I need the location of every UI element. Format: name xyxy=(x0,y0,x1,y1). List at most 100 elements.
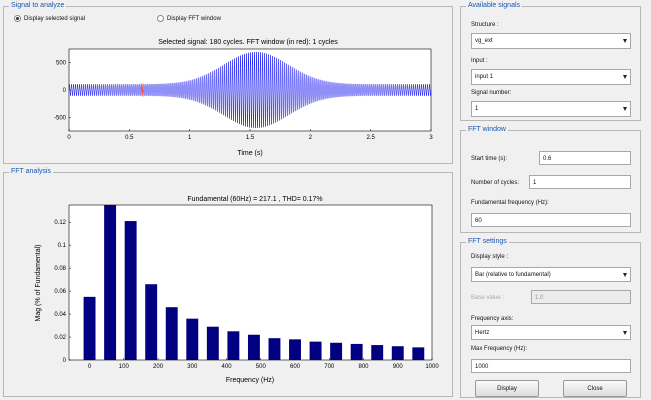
signal-x-tick-label: 1.5 xyxy=(246,135,255,141)
fft-window-title: FFT window xyxy=(466,126,508,134)
fft-chart: Fundamental (60Hz) = 217.1 , THD= 0.17% … xyxy=(35,196,439,384)
fft-bar xyxy=(350,343,363,360)
fft-bar xyxy=(124,221,137,360)
signal-trace xyxy=(68,51,432,129)
display-style-label: Display style : xyxy=(471,254,509,260)
structure-select[interactable]: vg_ext xyxy=(471,33,631,49)
fft-y-tick-label: 0 xyxy=(63,358,67,364)
frequency-axis-select[interactable]: Hertz xyxy=(471,325,631,340)
display-style-select[interactable]: Bar (relative to fundamental) xyxy=(471,267,631,282)
start-time-label: Start time (s): xyxy=(471,156,508,162)
signal-number-select[interactable]: 1 xyxy=(471,101,631,117)
fft-bar xyxy=(227,331,240,360)
signal-x-tick-label: 2.5 xyxy=(366,135,375,141)
fft-chart-title: Fundamental (60Hz) = 217.1 , THD= 0.17% xyxy=(187,196,322,203)
fft-bar xyxy=(391,346,404,360)
signal-y-tick-label: 0 xyxy=(63,88,67,94)
fft-bar xyxy=(268,338,281,360)
max-frequency-label: Max Frequency (Hz): xyxy=(471,346,528,352)
fft-y-tick-label: 0.06 xyxy=(54,289,66,295)
signal-plot-title: Selected signal: 180 cycles. FFT window … xyxy=(158,39,338,46)
start-time-input[interactable]: 0.6 xyxy=(539,151,631,165)
fft-window-panel: FFT window Start time (s): 0.6 Number of… xyxy=(460,126,641,233)
fft-bar xyxy=(186,318,199,360)
fft-bar xyxy=(289,339,301,360)
fft-x-tick-label: 1000 xyxy=(425,364,439,370)
base-value-label: Base value : xyxy=(471,295,505,301)
input-select[interactable]: input 1 xyxy=(471,69,631,85)
fft-bar xyxy=(206,326,219,360)
chevron-down-icon xyxy=(623,107,627,111)
number-of-cycles-input[interactable]: 1 xyxy=(529,175,631,189)
fft-settings-panel: FFT settings Display style : Bar (relati… xyxy=(460,238,641,398)
signal-y-tick-label: -500 xyxy=(54,115,67,121)
signal-x-tick-label: 0 xyxy=(67,135,71,141)
fft-x-tick-label: 300 xyxy=(187,364,198,370)
base-value-input: 1.0 xyxy=(531,290,631,304)
display-button[interactable]: Display xyxy=(475,380,539,397)
signal-number-value: 1 xyxy=(475,106,479,112)
fft-x-tick-label: 400 xyxy=(222,364,233,370)
signal-y-tick-label: 500 xyxy=(56,61,67,67)
fft-y-tick-label: 0.1 xyxy=(58,243,67,249)
fft-bar xyxy=(412,347,425,360)
fft-x-tick-label: 900 xyxy=(393,364,404,370)
fft-x-tick-label: 800 xyxy=(359,364,370,370)
signal-x-tick-label: 2 xyxy=(309,135,313,141)
max-frequency-input[interactable]: 1000 xyxy=(471,359,631,373)
fundamental-frequency-label: Fundamental frequency (Hz): xyxy=(471,200,549,206)
available-signals-title: Available signals xyxy=(466,2,523,10)
signal-x-tick-label: 3 xyxy=(429,135,433,141)
frequency-axis-label: Frequency axis: xyxy=(471,316,514,322)
fft-y-tick-label: 0.12 xyxy=(54,220,66,226)
signal-x-tick-label: 1 xyxy=(188,135,192,141)
chevron-down-icon xyxy=(623,39,627,43)
fft-y-tick-label: 0.04 xyxy=(54,312,66,318)
signal-waveform xyxy=(68,51,432,129)
structure-label: Structure : xyxy=(471,22,499,28)
signal-axis-ticks: 0 0.5 1 1.5 2 2.5 3 500 0 -500 xyxy=(54,61,433,141)
structure-value: vg_ext xyxy=(475,38,493,44)
frequency-axis-value: Hertz xyxy=(475,330,490,336)
fft-x-tick-label: 200 xyxy=(153,364,164,370)
signal-to-analyze-panel: Signal to analyze Display selected signa… xyxy=(3,2,453,164)
fft-x-tick-label: 700 xyxy=(324,364,335,370)
fft-bar xyxy=(330,342,343,360)
fft-settings-title: FFT settings xyxy=(466,238,509,246)
input-label: Input : xyxy=(471,58,488,64)
chevron-down-icon xyxy=(623,75,627,79)
number-of-cycles-label: Number of cycles: xyxy=(471,180,520,186)
display-fft-window-radio[interactable] xyxy=(157,15,164,22)
signal-xlabel: Time (s) xyxy=(237,150,262,157)
fft-bar xyxy=(309,341,322,360)
fft-x-tick-label: 0 xyxy=(88,364,92,370)
chevron-down-icon xyxy=(623,273,627,277)
fft-bar xyxy=(371,345,384,360)
signal-panel-title: Signal to analyze xyxy=(9,2,67,10)
available-signals-panel: Available signals Structure : vg_ext Inp… xyxy=(460,2,641,121)
fft-y-tick-label: 0.08 xyxy=(54,266,66,272)
fft-x-tick-label: 500 xyxy=(256,364,267,370)
fft-x-tick-label: 600 xyxy=(290,364,301,370)
fft-y-tick-label: 0.02 xyxy=(54,335,66,341)
fft-bar xyxy=(165,307,178,360)
signal-number-label: Signal number: xyxy=(471,90,512,96)
display-selected-signal-radio[interactable] xyxy=(14,15,21,22)
fft-ylabel: Mag (% of Fundamental) xyxy=(35,244,42,321)
fft-bar xyxy=(83,296,96,360)
display-style-value: Bar (relative to fundamental) xyxy=(475,272,551,278)
fft-bar xyxy=(145,284,158,360)
fft-analysis-panel: FFT analysis xyxy=(3,168,453,397)
signal-plot: Selected signal: 180 cycles. FFT window … xyxy=(54,39,433,157)
display-selected-signal-label[interactable]: Display selected signal xyxy=(24,16,86,22)
close-button[interactable]: Close xyxy=(563,380,627,397)
input-value: input 1 xyxy=(475,74,494,80)
fft-window-trace xyxy=(140,83,144,97)
display-fft-window-label[interactable]: Display FFT window xyxy=(167,16,221,22)
fft-bar xyxy=(247,334,260,360)
fft-xlabel: Frequency (Hz) xyxy=(226,377,274,384)
signal-x-tick-label: 0.5 xyxy=(125,135,134,141)
chevron-down-icon xyxy=(623,331,627,335)
fft-bar xyxy=(104,205,117,360)
fundamental-frequency-input[interactable]: 60 xyxy=(471,213,631,227)
